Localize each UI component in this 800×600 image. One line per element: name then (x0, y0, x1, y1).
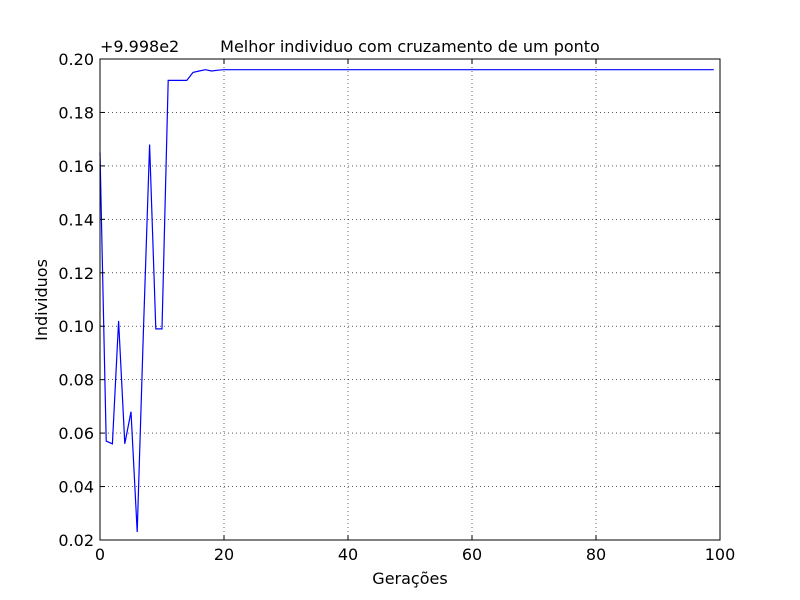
y-tick-label: 0.20 (58, 50, 94, 69)
y-tick-label: 0.12 (58, 264, 94, 283)
x-tick-label: 100 (705, 545, 736, 564)
y-tick-label: 0.18 (58, 103, 94, 122)
plot-frame (99, 58, 721, 541)
y-offset-label: +9.998e2 (100, 37, 179, 56)
x-tick-label: 40 (338, 545, 358, 564)
x-tick-label: 20 (214, 545, 234, 564)
y-tick-label: 0.14 (58, 210, 94, 229)
y-tick-label: 0.08 (58, 371, 94, 390)
y-axis-label: Individuos (32, 259, 51, 341)
x-axis-label: Gerações (372, 569, 447, 588)
x-tick-label: 60 (462, 545, 482, 564)
x-tick-label: 0 (95, 545, 105, 564)
axis-ticks: 0 20 40 60 80 100 0.02 0.04 0.06 0.08 0.10 0.12 0.14… (58, 50, 735, 564)
grid (100, 59, 720, 540)
y-tick-label: 0.06 (58, 424, 94, 443)
series-line (99, 69, 714, 533)
y-tick-label: 0.10 (58, 317, 94, 336)
y-tick-label: 0.02 (58, 531, 94, 550)
chart-title: Melhor individuo com cruzamento de um po… (220, 37, 600, 56)
y-tick-label: 0.04 (58, 478, 94, 497)
x-tick-label: 80 (586, 545, 606, 564)
y-tick-label: 0.16 (58, 157, 94, 176)
